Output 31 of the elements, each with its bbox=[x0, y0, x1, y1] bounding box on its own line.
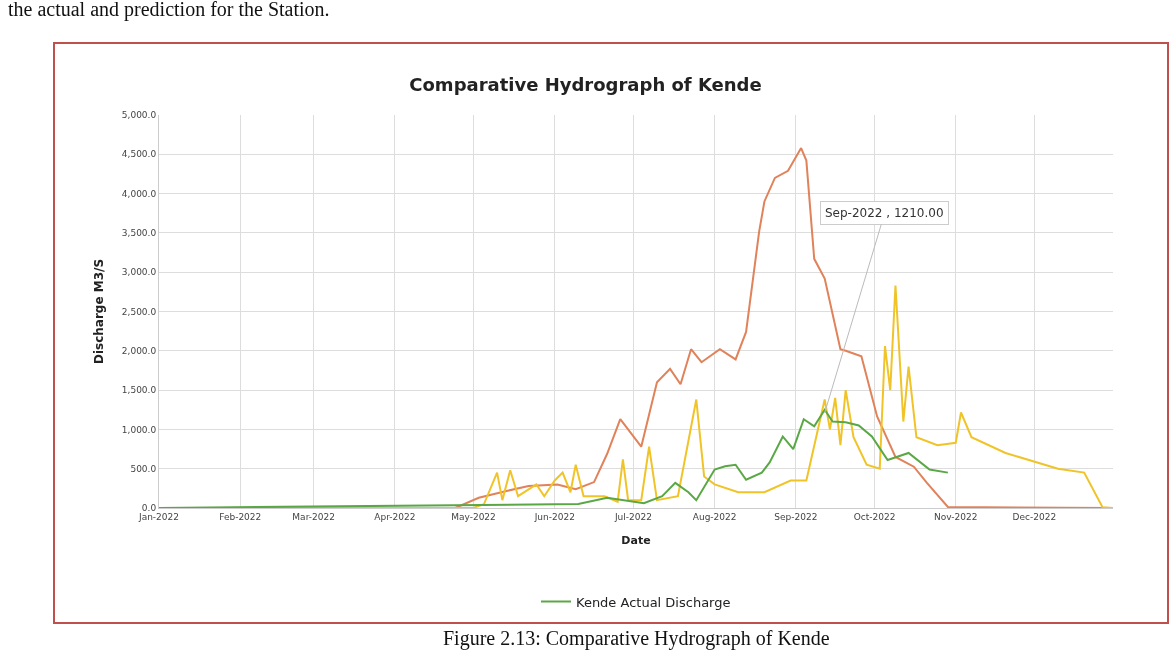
x-tick-label: Aug-2022 bbox=[692, 511, 737, 522]
x-axis-title: Date bbox=[621, 534, 651, 547]
y-tick-label: 3,000.0 bbox=[121, 267, 157, 278]
x-tick-label: Jan-2022 bbox=[137, 511, 180, 522]
x-tick-label: May-2022 bbox=[451, 511, 496, 522]
x-tick-label: Feb-2022 bbox=[219, 511, 262, 522]
y-tick-label: 4,000.0 bbox=[121, 188, 157, 199]
x-tick-label: Nov-2022 bbox=[934, 511, 978, 522]
x-tick-label: Jun-2022 bbox=[533, 511, 575, 522]
x-tick-label: Oct-2022 bbox=[853, 511, 896, 522]
y-tick-label: 4,500.0 bbox=[121, 149, 157, 160]
caption: Figure 2.13: Comparative Hydrograph of Kende bbox=[443, 627, 830, 650]
annotation: Sep-2022 , 1210.00 bbox=[825, 206, 944, 220]
x-tick-label: Dec-2022 bbox=[1012, 511, 1057, 522]
y-tick-label: 500.0 bbox=[130, 463, 157, 474]
y-tick-label: 1,500.0 bbox=[121, 385, 157, 396]
y-tick-label: 1,000.0 bbox=[121, 424, 157, 435]
x-tick-label: Apr-2022 bbox=[374, 511, 416, 522]
x-tick-label: Mar-2022 bbox=[292, 511, 335, 522]
y-tick-label: 0.0 bbox=[141, 503, 157, 514]
y-tick-label: 2,000.0 bbox=[121, 345, 157, 356]
y-tick-label: 5,000.0 bbox=[121, 110, 157, 121]
legend-label: Kende Actual Discharge bbox=[576, 594, 731, 610]
chart-title: Comparative Hydrograph of Kende bbox=[409, 74, 762, 96]
x-tick-label: Sep-2022 bbox=[774, 511, 818, 522]
y-tick-label: 2,500.0 bbox=[121, 306, 157, 317]
line-series bbox=[159, 408, 949, 508]
text: the actual and prediction for the Station. bbox=[8, 0, 330, 21]
y-axis-title: Discharge M3/S bbox=[92, 258, 107, 365]
y-tick-label: 3,500.0 bbox=[121, 228, 157, 239]
x-tick-label: Jul-2022 bbox=[613, 511, 652, 522]
